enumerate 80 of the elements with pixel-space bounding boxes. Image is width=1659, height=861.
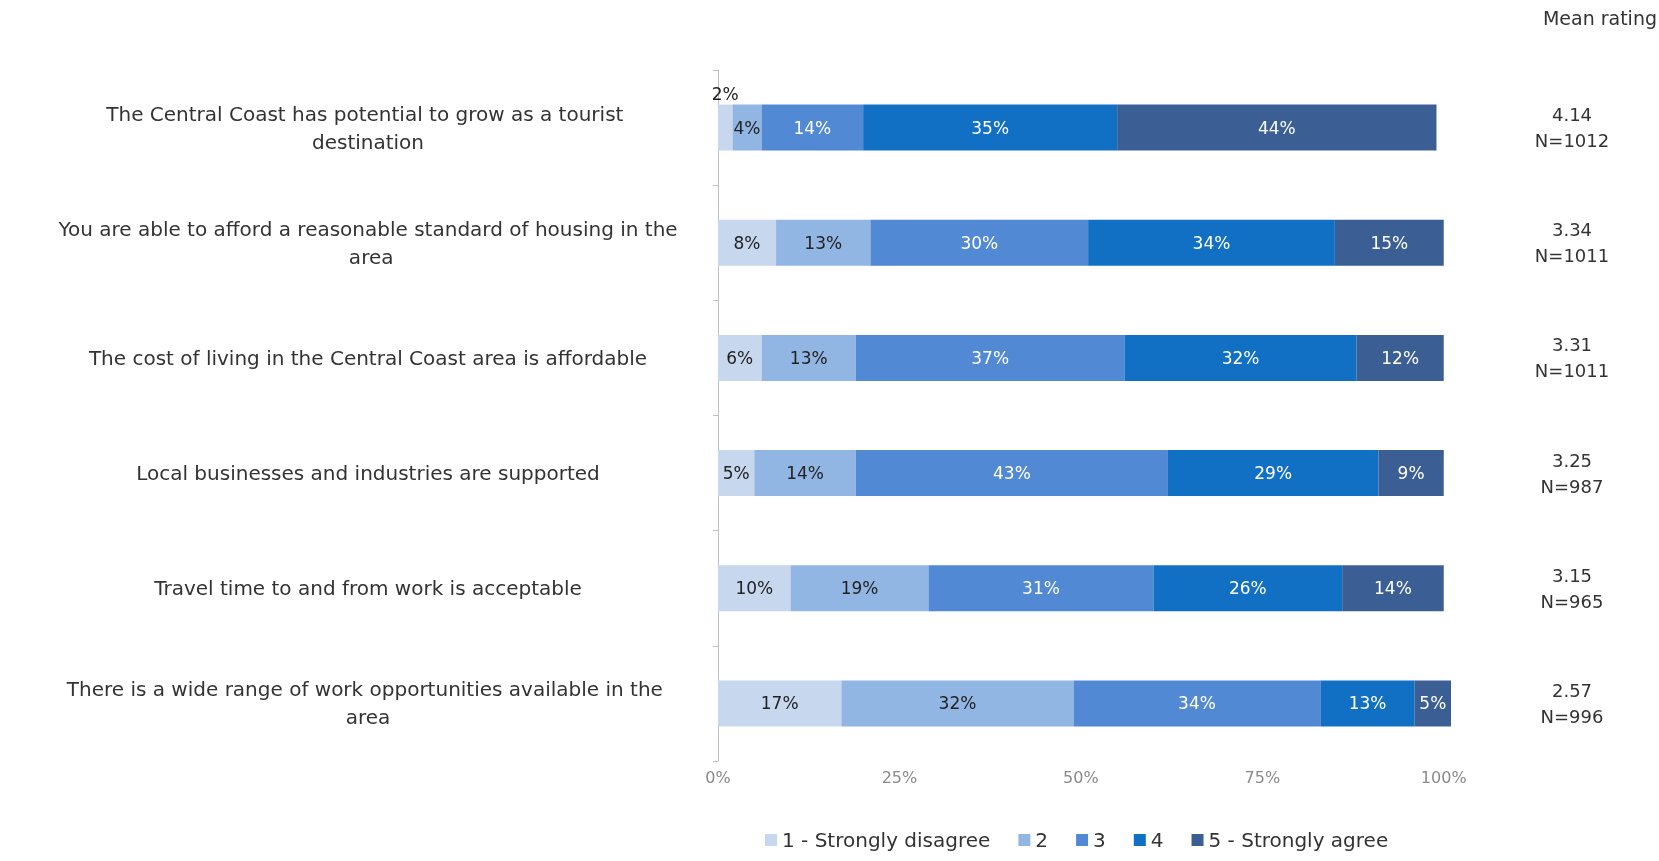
text: 2.57 N=996: [1540, 679, 1604, 727]
bar: [855, 450, 1168, 497]
data-label: 34%: [1178, 693, 1216, 714]
text: 4.14 N=1012: [1534, 104, 1610, 152]
y-tick-label: There is a wide range of work opportunities available in the area: [65, 677, 670, 730]
data-label: 31%: [1022, 578, 1060, 599]
data-label: 35%: [971, 117, 1010, 138]
legend-label: 3: [1093, 828, 1106, 852]
data-label: 44%: [1257, 117, 1296, 138]
x-tick-label: 100%: [1420, 767, 1467, 787]
bar: [1153, 565, 1343, 612]
data-label: 2%: [711, 84, 739, 105]
data-label: 14%: [786, 463, 824, 484]
bar: [855, 334, 1125, 381]
y-tick-label: The cost of living in the Central Coast area is affordable: [87, 345, 648, 370]
bar: [1088, 219, 1335, 266]
data-label: 13%: [1348, 693, 1387, 714]
data-label: 19%: [840, 578, 879, 599]
data-label: 4%: [733, 117, 761, 138]
bar: [718, 219, 777, 266]
data-label: 32%: [938, 693, 977, 714]
data-label: 5%: [1419, 693, 1447, 714]
bar: [1320, 680, 1415, 727]
bar: [928, 565, 1154, 612]
text: 3.25 N=987: [1540, 449, 1604, 497]
bar: [718, 680, 842, 727]
data-label: 17%: [760, 693, 799, 714]
legend-label: 4: [1150, 828, 1164, 852]
x-tick-label: 25%: [881, 767, 918, 787]
y-tick-label: The Central Coast has potential to grow as a tourist destination: [105, 101, 630, 154]
x-tick-label: 75%: [1244, 767, 1281, 787]
data-label: 10%: [735, 578, 774, 599]
bar: [754, 450, 856, 497]
bar: [761, 104, 864, 151]
bar: [761, 334, 856, 381]
bar: [1342, 565, 1444, 612]
bar: [1334, 219, 1444, 266]
data-label: 34%: [1192, 232, 1231, 253]
text: 3.31 N=1011: [1534, 334, 1610, 382]
bar: [1073, 680, 1321, 727]
y-tick-label: Local businesses and industries are supported: [136, 461, 600, 486]
data-label: 29%: [1254, 463, 1293, 484]
data-label: 15%: [1370, 232, 1409, 253]
text: 3.15 N=965: [1540, 564, 1604, 612]
bar: [1124, 334, 1357, 381]
legend-label: 1 - Strongly disagree: [782, 828, 991, 852]
bar: [776, 219, 871, 266]
bar: [718, 104, 733, 151]
bar: [718, 565, 791, 612]
data-label: 32%: [1221, 347, 1260, 368]
data-label: 8%: [733, 232, 761, 253]
bar: [870, 219, 1089, 266]
data-label: 14%: [793, 117, 832, 138]
text: Mean rating: [1542, 6, 1657, 29]
bar: [718, 334, 762, 381]
y-tick-label: You are able to afford a reasonable standard of housing in the area: [57, 216, 678, 269]
text: 3.34 N=1011: [1534, 219, 1610, 267]
x-tick-label: 0%: [705, 767, 731, 787]
bar: [1378, 450, 1444, 497]
data-label: 37%: [971, 347, 1010, 368]
data-label: 12%: [1381, 347, 1420, 368]
bar: [1117, 104, 1437, 151]
bar: [863, 104, 1118, 151]
legend-label: 2: [1035, 828, 1049, 852]
data-label: 13%: [789, 347, 828, 368]
data-label: 30%: [960, 232, 999, 253]
data-label: 13%: [804, 232, 843, 253]
x-tick-label: 50%: [1063, 767, 1099, 787]
data-label: 43%: [993, 463, 1031, 484]
data-label: 6%: [726, 347, 754, 368]
data-label: 9%: [1397, 463, 1425, 484]
y-tick-label: Travel time to and from work is acceptable: [153, 576, 582, 601]
bar: [1167, 450, 1379, 497]
bar: [1356, 334, 1444, 381]
data-label: 5%: [722, 463, 750, 484]
legend-label: 5 - Strongly agree: [1208, 828, 1389, 852]
data-label: 26%: [1228, 578, 1267, 599]
bar: [790, 565, 929, 612]
bar: [841, 680, 1074, 727]
data-label: 14%: [1374, 578, 1412, 599]
